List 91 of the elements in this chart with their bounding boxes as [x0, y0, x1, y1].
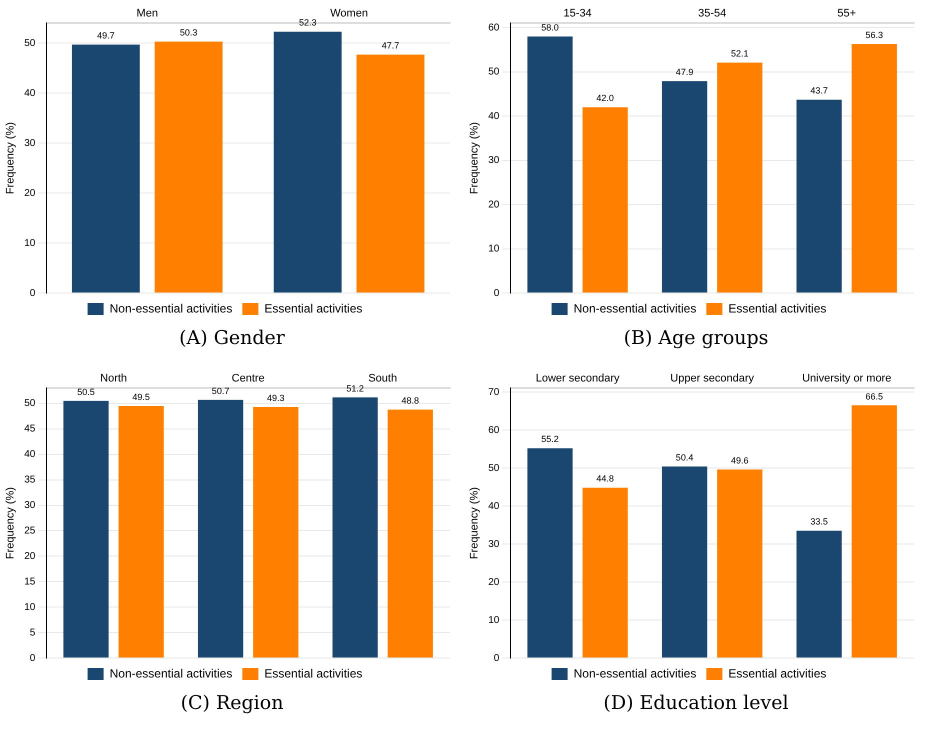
data-label: 42.0 [596, 93, 614, 104]
legend-label: Non-essential activities [110, 666, 232, 680]
y-tick-label: 40 [24, 449, 36, 460]
y-tick-label: 10 [24, 238, 36, 249]
bar [796, 530, 842, 658]
data-label: 47.7 [382, 40, 400, 51]
data-label: 47.9 [676, 67, 694, 78]
y-tick-label: 45 [24, 424, 36, 435]
legend-label: Essential activities [728, 301, 826, 316]
y-tick-label: 20 [24, 550, 36, 562]
x-tick-label: South [368, 372, 398, 385]
bar [72, 44, 140, 292]
legend-label: Essential activities [264, 666, 362, 680]
text: (C) Region [180, 692, 284, 714]
y-tick-label: 0 [30, 288, 36, 299]
x-tick-label: Women [330, 8, 368, 20]
data-label: 55.2 [541, 434, 559, 444]
bar [662, 466, 708, 658]
text: (A) Gender [178, 327, 286, 349]
bar [154, 42, 223, 292]
data-label: 49.7 [97, 30, 115, 41]
legend-label: Non-essential activities [110, 301, 232, 316]
data-label: 50.4 [676, 452, 694, 462]
y-tick-label: 10 [488, 614, 500, 626]
y-tick-label: 30 [488, 155, 500, 166]
y-axis-title: Frequency (%) [468, 487, 481, 560]
data-label: 50.7 [212, 386, 230, 396]
text: (B) Age groups [622, 327, 770, 349]
legend-label: Essential activities [264, 301, 362, 316]
bar [274, 32, 342, 292]
y-tick-label: 30 [24, 500, 36, 512]
y-tick-label: 50 [488, 66, 500, 78]
y-tick-label: 10 [24, 602, 36, 613]
bar [582, 488, 628, 658]
y-axis-title: Frequency (%) [468, 122, 481, 194]
data-label: 49.6 [730, 456, 749, 466]
data-label: 44.8 [596, 474, 614, 484]
y-tick-label: 0 [30, 652, 36, 664]
x-tick-label: Centre [232, 372, 265, 385]
y-tick-label: 70 [488, 386, 500, 398]
data-label: 48.8 [402, 396, 420, 406]
data-label: 50.5 [77, 386, 95, 397]
bar [527, 448, 573, 658]
legend-label: Essential activities [728, 666, 826, 680]
data-label: 66.5 [866, 391, 884, 402]
y-tick-label: 50 [24, 398, 36, 410]
y-tick-label: 60 [488, 22, 500, 34]
y-tick-label: 60 [488, 424, 500, 436]
bar [852, 405, 897, 658]
x-tick-label: 15-34 [564, 8, 592, 20]
y-tick-label: 35 [24, 474, 36, 486]
y-tick-label: 0 [494, 652, 500, 664]
data-label: 49.5 [132, 392, 150, 402]
y-tick-label: 10 [488, 244, 500, 255]
x-tick-label: Lower secondary [536, 372, 620, 385]
x-tick-label: University or more [802, 372, 892, 385]
bar [356, 54, 424, 292]
data-label: 43.7 [810, 86, 828, 96]
x-tick-label: 35-54 [698, 8, 726, 20]
data-label: 56.3 [866, 30, 884, 40]
y-tick-label: 0 [494, 288, 500, 299]
data-label: 52.1 [730, 48, 749, 59]
y-tick-label: 40 [24, 88, 36, 99]
y-tick-label: 20 [488, 199, 500, 210]
y-tick-label: 30 [24, 138, 36, 149]
data-label: 33.5 [810, 516, 828, 527]
y-tick-label: 50 [24, 38, 36, 49]
data-label: 52.3 [298, 18, 316, 28]
y-tick-label: 25 [24, 525, 36, 536]
y-tick-label: 15 [24, 576, 36, 588]
data-label: 51.2 [346, 383, 364, 394]
x-tick-label: Men [136, 8, 158, 20]
data-label: 50.3 [180, 28, 198, 38]
data-label: 49.3 [266, 393, 285, 404]
y-tick-label: 40 [488, 500, 500, 512]
x-tick-label: 55+ [837, 8, 856, 20]
text: (D) Education level [602, 692, 790, 714]
x-tick-label: Upper secondary [670, 372, 755, 385]
bar [717, 470, 762, 658]
y-tick-label: 20 [488, 576, 500, 588]
y-tick-label: 20 [24, 188, 36, 199]
data-label: 58.0 [541, 22, 559, 32]
y-tick-label: 40 [488, 110, 500, 122]
y-axis-title: Frequency (%) [4, 122, 17, 194]
y-axis-title: Frequency (%) [4, 487, 17, 560]
y-tick-label: 50 [488, 462, 500, 474]
x-tick-label: North [100, 372, 128, 385]
legend-label: Non-essential activities [574, 301, 696, 316]
y-tick-label: 5 [30, 627, 36, 638]
y-tick-label: 30 [488, 538, 500, 550]
legend-label: Non-essential activities [574, 666, 696, 680]
